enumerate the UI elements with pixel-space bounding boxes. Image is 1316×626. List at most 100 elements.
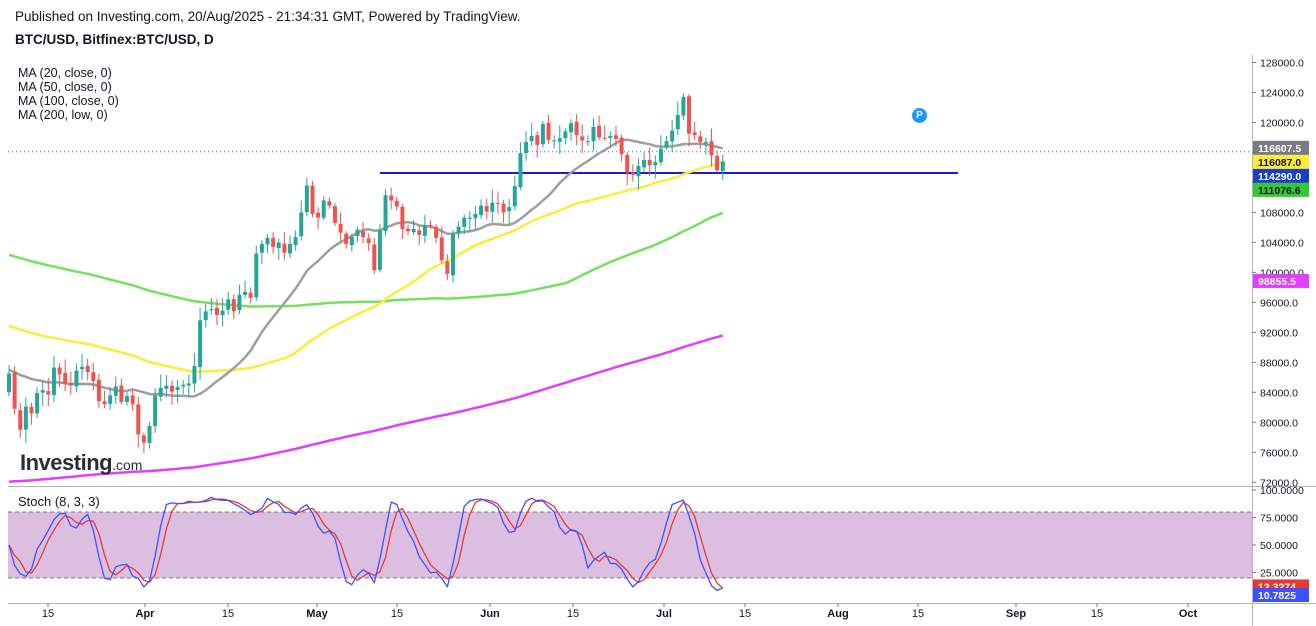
candle-body [653, 162, 658, 166]
candle-body [158, 387, 163, 397]
candle-body [473, 213, 478, 219]
candle-body [164, 385, 169, 389]
candle-body [169, 385, 174, 392]
candle-body [524, 141, 529, 154]
candle-body [259, 243, 264, 253]
candle-body [698, 136, 703, 142]
candle-body [119, 385, 124, 403]
price-tick-label: 96000.0 [1260, 297, 1298, 309]
candle-body [153, 395, 158, 427]
price-tick-label: 88000.0 [1260, 357, 1298, 369]
candle-body [355, 229, 360, 237]
candle-body [608, 135, 613, 138]
candle-body [658, 148, 663, 163]
candle-body [681, 96, 686, 116]
candle-body [630, 172, 635, 175]
candle-body [400, 206, 405, 229]
candle-body [304, 185, 309, 213]
candle-body [450, 233, 455, 276]
candle-body [147, 426, 152, 444]
candle-body [692, 132, 697, 136]
price-tick-label: 92000.0 [1260, 327, 1298, 339]
candle-body [366, 238, 371, 244]
event-badge-icon[interactable]: P [912, 108, 927, 123]
price-tag-label: 116607.5 [1258, 143, 1301, 155]
investing-logo: Investing.com [20, 450, 142, 476]
time-tick-label: 15 [42, 608, 54, 620]
symbol-title[interactable]: BTC/USD, Bitfinex:BTC/USD, D [15, 32, 214, 47]
candle-body [51, 367, 56, 396]
ma50-label[interactable]: MA (50, close, 0) [18, 80, 112, 94]
candle-body [68, 383, 73, 386]
candle-body [237, 294, 242, 311]
stoch-title: Stoch (8, 3, 3) [18, 494, 100, 509]
price-tick-label: 128000.0 [1260, 57, 1304, 69]
time-tick-label: 15 [912, 608, 924, 620]
candle-body [316, 212, 321, 218]
candle-body [428, 224, 433, 226]
stoch-tick-label: 75.0000 [1260, 513, 1298, 525]
candle-body [175, 387, 180, 391]
candle-body [377, 230, 382, 270]
candle-body [664, 141, 669, 148]
candle-body [186, 383, 191, 386]
candle-body [12, 372, 17, 409]
time-tick-label: 15 [1091, 608, 1103, 620]
candle-body [462, 217, 467, 227]
candle-body [338, 223, 343, 233]
stoch-tick-label: 100.0000 [1260, 485, 1304, 497]
candle-body [35, 393, 40, 414]
time-tick-label: 15 [567, 608, 579, 620]
candle-body [675, 114, 680, 130]
candle-body [585, 141, 590, 143]
candle-body [113, 386, 118, 396]
candle-body [288, 243, 292, 254]
time-tick-label: Aug [827, 608, 848, 620]
logo-suffix: .com [112, 457, 143, 473]
candles[interactable] [7, 93, 725, 453]
candle-body [495, 203, 500, 205]
stoch-tag-label: 10.7825 [1258, 590, 1296, 602]
candle-body [181, 384, 186, 387]
candle-body [720, 161, 725, 172]
candle-body [40, 390, 45, 393]
candle-body [569, 123, 573, 133]
candle-body [490, 202, 495, 212]
candle-body [642, 159, 647, 168]
candle-body [406, 228, 411, 232]
candle-body [512, 186, 517, 207]
candle-body [80, 366, 85, 370]
candle-body [91, 372, 96, 382]
candle-body [271, 237, 276, 247]
time-tick-label: Oct [1179, 608, 1198, 620]
candle-body [546, 122, 551, 140]
candle-body [130, 395, 135, 405]
candle-body [715, 156, 720, 171]
candle-body [597, 125, 602, 138]
candle-body [456, 226, 461, 233]
ma20-label[interactable]: MA (20, close, 0) [18, 66, 112, 80]
candle-body [18, 410, 23, 430]
candle-body [46, 391, 51, 395]
candle-body [265, 237, 270, 245]
candle-body [299, 212, 304, 237]
candle-body [198, 320, 203, 367]
price-tag-bg [1253, 182, 1309, 197]
candle-body [231, 299, 236, 312]
ma100-label[interactable]: MA (100, close, 0) [18, 94, 119, 108]
candle-body [540, 123, 545, 145]
ma50-line [8, 160, 724, 373]
ma200-label[interactable]: MA (200, low, 0) [18, 108, 108, 122]
candle-body [709, 141, 714, 156]
candle-body [214, 307, 219, 316]
price-tick-label: 104000.0 [1260, 237, 1304, 249]
candle-body [282, 243, 287, 253]
candle-body [276, 242, 281, 248]
candle-body [636, 165, 641, 177]
candle-body [125, 396, 130, 402]
candle-body [518, 153, 523, 188]
logo-text: Investing [20, 450, 113, 475]
time-tick-label: 15 [391, 608, 403, 620]
candle-body [422, 225, 427, 236]
